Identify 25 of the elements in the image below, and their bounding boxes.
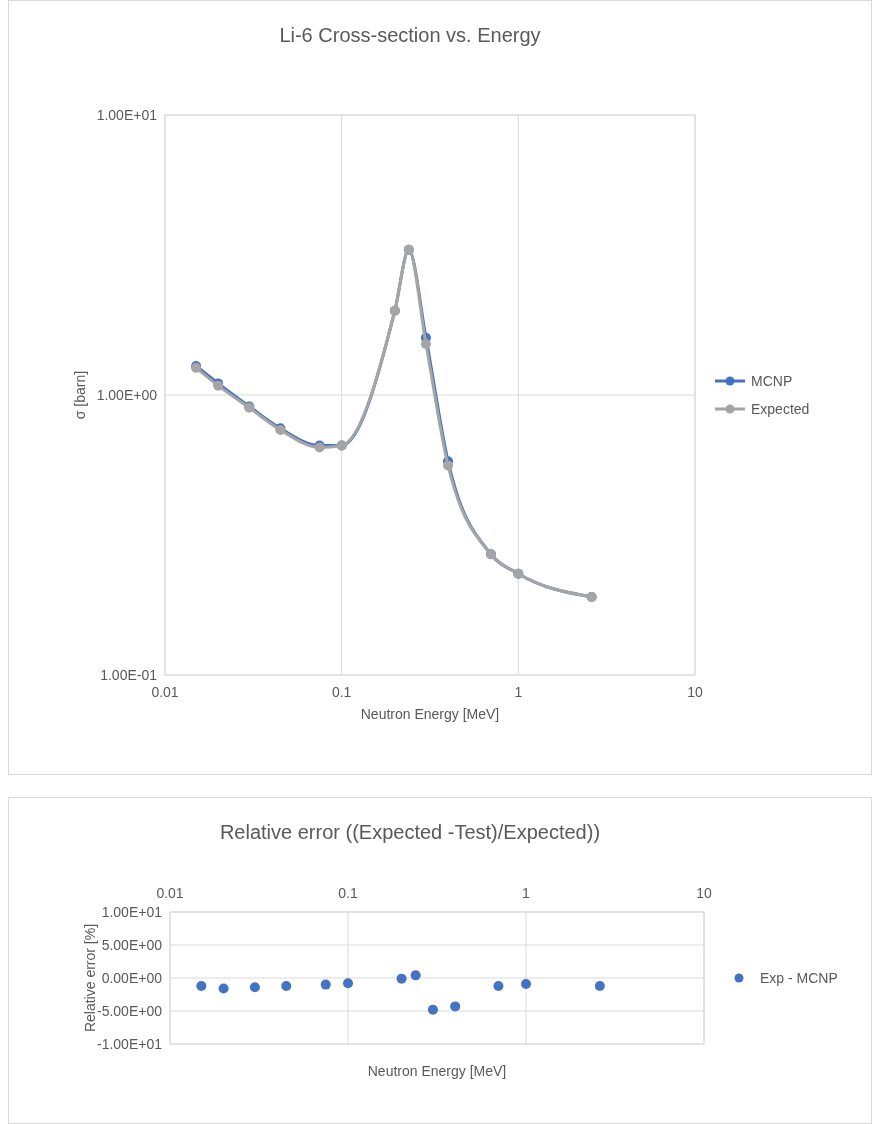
x-axis-title: Neutron Energy [MeV] (367, 1063, 507, 1079)
x-tick-label: 0.1 (338, 885, 358, 901)
chart-title: Li-6 Cross-section vs. Energy (279, 24, 541, 46)
y-tick-label: -5.00E+00 (97, 1003, 163, 1019)
y-tick-label: 1.00E+01 (101, 904, 163, 920)
legend-label: MCNP (751, 373, 793, 389)
y-tick-label: 1.00E-01 (100, 667, 158, 683)
y-axis-title: Relative error [%] (82, 923, 98, 1033)
y-tick-label: 1.00E+00 (96, 387, 158, 403)
y-tick-label: 1.00E+01 (96, 107, 158, 123)
x-tick-label: 0.1 (331, 684, 352, 700)
x-tick-label: 0.01 (151, 684, 179, 700)
legend-label: Expected (751, 401, 810, 417)
x-tick-label: 10 (696, 885, 712, 901)
x-tick-label: 1 (522, 885, 531, 901)
legend-label: Exp - MCNP (760, 970, 838, 986)
x-tick-label: 10 (687, 684, 703, 700)
x-tick-label: 1 (514, 684, 523, 700)
y-tick-label: -1.00E+01 (97, 1036, 163, 1052)
y-tick-label: 5.00E+00 (101, 937, 163, 953)
y-axis-title: σ [barn] (72, 370, 88, 420)
x-tick-label: 0.01 (156, 885, 184, 901)
chart-title: Relative error ((Expected -Test)/Expected)) (219, 821, 601, 843)
y-tick-label: 0.00E+00 (101, 970, 163, 986)
x-axis-title: Neutron Energy [MeV] (360, 706, 500, 722)
